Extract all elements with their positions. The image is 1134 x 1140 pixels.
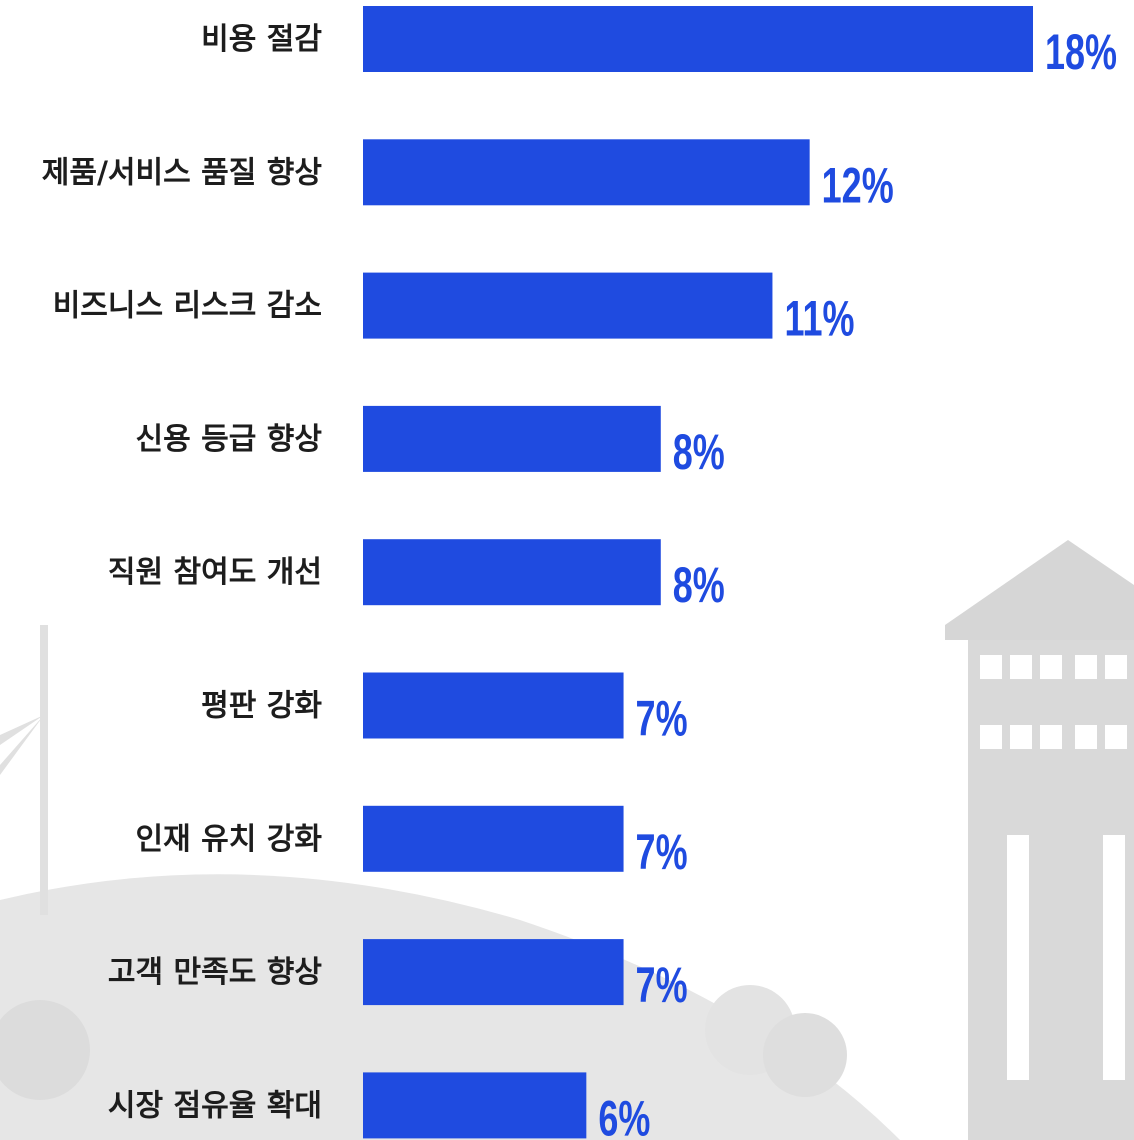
bar [363, 939, 624, 1006]
value-label: 8% [673, 559, 725, 614]
bar [363, 139, 810, 206]
category-label: 비즈니스 리스크 감소 [53, 289, 322, 324]
value-label: 7% [636, 825, 688, 880]
hill [0, 874, 900, 1140]
bar [363, 1072, 587, 1139]
value-label: 6% [598, 1092, 650, 1140]
building-roof [945, 540, 1134, 640]
bar [363, 539, 661, 606]
bubble [763, 1013, 847, 1097]
category-label: 직원 참여도 개선 [108, 555, 322, 590]
turbine-blade [0, 715, 44, 775]
bar [363, 805, 624, 872]
tree [0, 1000, 90, 1100]
category-label: 제품/서비스 품질 향상 [42, 155, 323, 190]
value-label: 18% [1045, 25, 1117, 80]
bar [363, 672, 624, 739]
turbine-mast [40, 625, 48, 915]
category-label: 시장 점유율 확대 [108, 1088, 322, 1123]
category-label: 인재 유치 강화 [136, 822, 323, 857]
category-label: 고객 만족도 향상 [108, 955, 322, 990]
bar [363, 6, 1033, 72]
background-illustration [0, 540, 1134, 1140]
value-label: 7% [636, 958, 688, 1013]
category-label: 비용 절감 [201, 22, 322, 57]
windows [980, 655, 1127, 1080]
bar [363, 405, 661, 472]
value-label: 8% [673, 425, 725, 480]
value-label: 7% [636, 692, 688, 747]
category-label: 신용 등급 향상 [136, 422, 323, 457]
value-label: 11% [784, 292, 854, 347]
category-label: 평판 강화 [201, 689, 322, 724]
value-label: 12% [822, 159, 894, 214]
bar [363, 272, 773, 339]
